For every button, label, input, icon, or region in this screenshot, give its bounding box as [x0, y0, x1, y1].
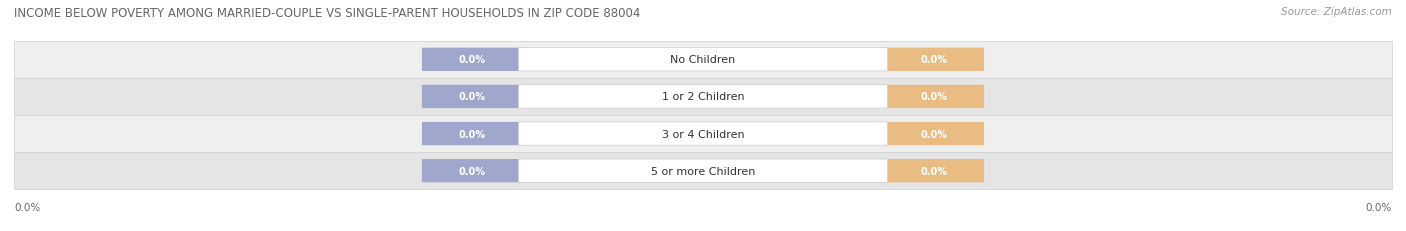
- Text: No Children: No Children: [671, 55, 735, 65]
- Bar: [14, 116, 1392, 152]
- Text: 0.0%: 0.0%: [458, 55, 485, 65]
- Text: 1 or 2 Children: 1 or 2 Children: [662, 92, 744, 102]
- Bar: [14, 152, 1392, 189]
- Text: 3 or 4 Children: 3 or 4 Children: [662, 129, 744, 139]
- Text: 0.0%: 0.0%: [921, 129, 948, 139]
- FancyBboxPatch shape: [883, 122, 984, 146]
- Text: INCOME BELOW POVERTY AMONG MARRIED-COUPLE VS SINGLE-PARENT HOUSEHOLDS IN ZIP COD: INCOME BELOW POVERTY AMONG MARRIED-COUPL…: [14, 7, 641, 20]
- Bar: [14, 79, 1392, 116]
- FancyBboxPatch shape: [519, 122, 887, 146]
- Text: 0.0%: 0.0%: [921, 166, 948, 176]
- FancyBboxPatch shape: [519, 159, 887, 182]
- Bar: [14, 42, 1392, 79]
- FancyBboxPatch shape: [883, 49, 984, 72]
- Text: 0.0%: 0.0%: [458, 166, 485, 176]
- Text: 0.0%: 0.0%: [921, 55, 948, 65]
- FancyBboxPatch shape: [883, 159, 984, 182]
- FancyBboxPatch shape: [422, 159, 523, 182]
- Text: 0.0%: 0.0%: [921, 92, 948, 102]
- FancyBboxPatch shape: [883, 85, 984, 109]
- FancyBboxPatch shape: [519, 49, 887, 72]
- Text: 0.0%: 0.0%: [1365, 203, 1392, 213]
- Text: 0.0%: 0.0%: [14, 203, 41, 213]
- Text: 5 or more Children: 5 or more Children: [651, 166, 755, 176]
- FancyBboxPatch shape: [422, 122, 523, 146]
- FancyBboxPatch shape: [422, 85, 523, 109]
- FancyBboxPatch shape: [519, 85, 887, 109]
- Text: 0.0%: 0.0%: [458, 92, 485, 102]
- Text: 0.0%: 0.0%: [458, 129, 485, 139]
- Text: Source: ZipAtlas.com: Source: ZipAtlas.com: [1281, 7, 1392, 17]
- FancyBboxPatch shape: [422, 49, 523, 72]
